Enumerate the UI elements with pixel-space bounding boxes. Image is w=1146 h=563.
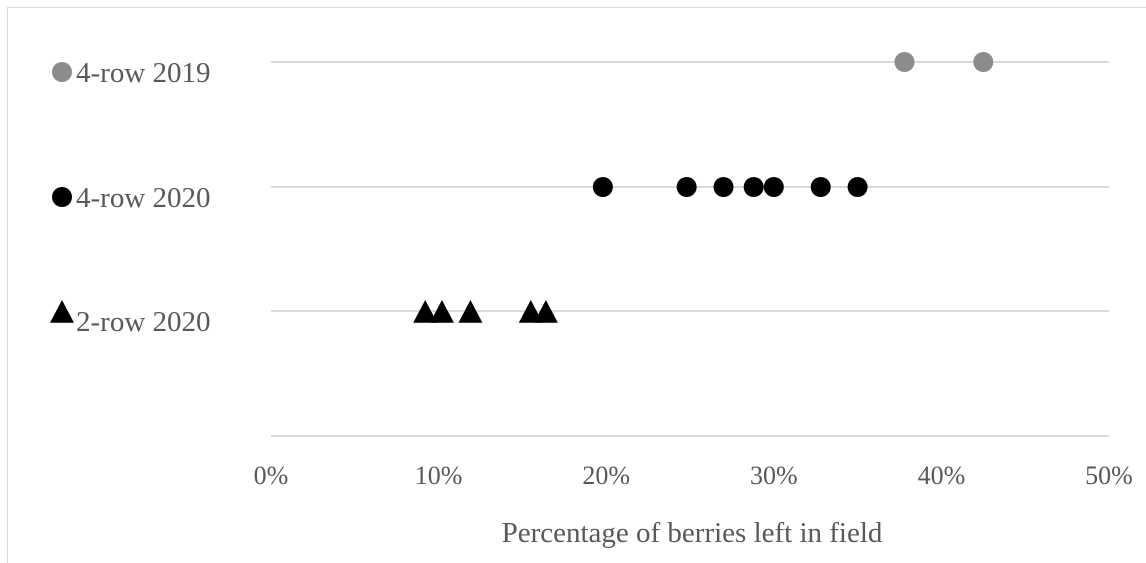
data-point-2-6 (810, 177, 831, 197)
category-label-text: 2-row 2020 (76, 306, 211, 338)
category-marker-circle-icon (52, 62, 72, 82)
category-label-1: 4-row 2019 (52, 57, 211, 89)
data-point-3-5 (533, 300, 558, 323)
data-point-2-3 (713, 177, 734, 197)
x-tick-label: 50% (1085, 461, 1133, 490)
category-marker-circle-icon (52, 187, 72, 207)
data-point-3-4 (518, 300, 543, 323)
category-label-text: 4-row 2020 (76, 182, 211, 214)
data-point-1-2 (973, 52, 994, 72)
category-labels: 4-row 2019 4-row 2020 2-row 2020 (50, 57, 211, 338)
gridlines (271, 61, 1109, 437)
category-label-3: 2-row 2020 (50, 300, 211, 338)
category-label-2: 4-row 2020 (52, 182, 211, 214)
category-label-text: 4-row 2019 (76, 57, 211, 89)
x-tick-label: 10% (415, 461, 463, 490)
data-point-2-2 (676, 177, 697, 197)
x-tick-label: 30% (750, 461, 798, 490)
data-point-2-5 (763, 177, 784, 197)
x-tick-label: 40% (918, 461, 966, 490)
category-marker-triangle-icon (50, 300, 74, 323)
x-tick-labels: 0% 10% 20% 30% 40% 50% (254, 461, 1133, 490)
data-point-3-1 (413, 300, 438, 323)
data-point-2-4 (743, 177, 764, 197)
data-point-3-2 (429, 300, 454, 323)
x-tick-label: 20% (582, 461, 630, 490)
data-point-3-3 (458, 300, 483, 323)
x-axis-title: Percentage of berries left in field (502, 517, 883, 549)
x-tick-label: 0% (254, 461, 289, 490)
data-point-2-7 (847, 177, 868, 197)
data-point-2-1 (592, 177, 613, 197)
chart-frame (7, 7, 1146, 563)
data-points (413, 52, 994, 323)
data-point-1-1 (894, 52, 915, 72)
